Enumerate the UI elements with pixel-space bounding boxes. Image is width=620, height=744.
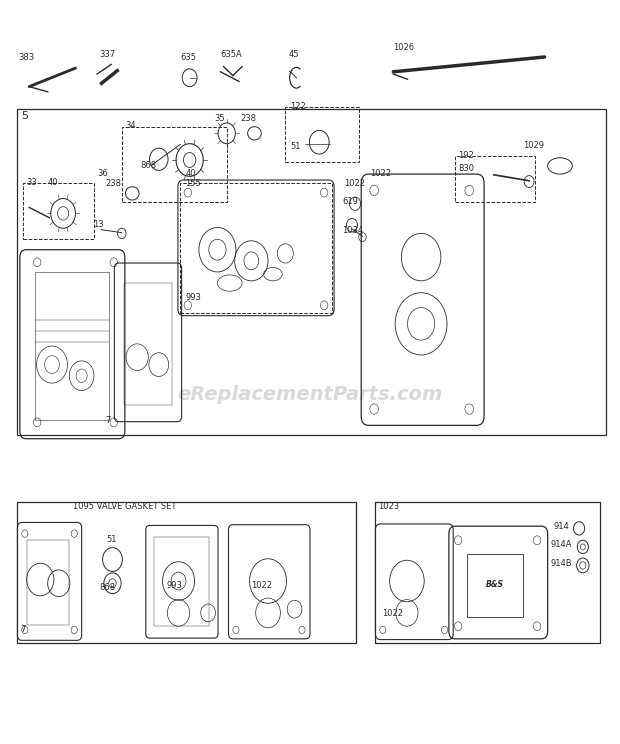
Text: 13: 13 <box>93 220 104 229</box>
Bar <box>23 183 94 239</box>
Text: 1026: 1026 <box>393 43 414 52</box>
Bar <box>27 540 69 626</box>
Text: 1034: 1034 <box>342 226 363 235</box>
Text: 635A: 635A <box>220 50 242 60</box>
Bar <box>17 109 606 435</box>
Text: 830: 830 <box>458 164 474 173</box>
Bar <box>285 106 360 162</box>
Bar <box>375 501 600 643</box>
Text: B&S: B&S <box>486 580 504 589</box>
Text: 993: 993 <box>167 581 183 590</box>
Text: 36: 36 <box>97 169 108 178</box>
Text: 1029: 1029 <box>523 141 544 150</box>
Text: 51: 51 <box>291 142 301 151</box>
Text: 45: 45 <box>288 50 299 60</box>
Text: 1023: 1023 <box>378 501 399 510</box>
Text: 238: 238 <box>105 179 121 188</box>
Text: 337: 337 <box>99 50 115 60</box>
Text: 1022: 1022 <box>344 179 365 188</box>
Bar <box>17 501 356 643</box>
Bar <box>154 537 210 626</box>
Text: 51: 51 <box>106 535 117 544</box>
Text: 122: 122 <box>290 102 306 111</box>
Text: eReplacementParts.com: eReplacementParts.com <box>177 385 443 404</box>
Text: 1022: 1022 <box>370 169 391 178</box>
Text: 7: 7 <box>105 417 110 426</box>
Text: 383: 383 <box>19 53 35 62</box>
Text: 40: 40 <box>185 169 196 178</box>
Text: 635: 635 <box>180 53 197 62</box>
Text: 40: 40 <box>48 178 58 187</box>
Text: 35: 35 <box>215 114 225 123</box>
Text: 914B: 914B <box>551 559 572 568</box>
Text: 914: 914 <box>554 522 570 531</box>
Bar <box>122 127 227 202</box>
Text: 1022: 1022 <box>251 581 272 590</box>
Bar <box>123 283 172 405</box>
Text: 619: 619 <box>342 197 358 206</box>
Text: 155: 155 <box>185 179 201 188</box>
Text: 192: 192 <box>458 151 474 160</box>
Bar <box>467 554 523 617</box>
Text: 1022: 1022 <box>382 609 403 618</box>
Text: 238: 238 <box>241 114 257 123</box>
Text: 914A: 914A <box>551 540 572 549</box>
Text: 5: 5 <box>21 112 28 121</box>
Text: 868: 868 <box>140 161 156 170</box>
Text: 34: 34 <box>125 121 135 130</box>
Text: 7: 7 <box>20 625 26 634</box>
Bar <box>180 183 332 312</box>
Bar <box>455 155 535 202</box>
Bar <box>35 272 109 420</box>
Text: 1095 VALVE GASKET SET: 1095 VALVE GASKET SET <box>73 501 177 510</box>
Text: 33: 33 <box>26 178 37 187</box>
Text: 868: 868 <box>99 583 115 592</box>
Text: 993: 993 <box>185 292 202 301</box>
